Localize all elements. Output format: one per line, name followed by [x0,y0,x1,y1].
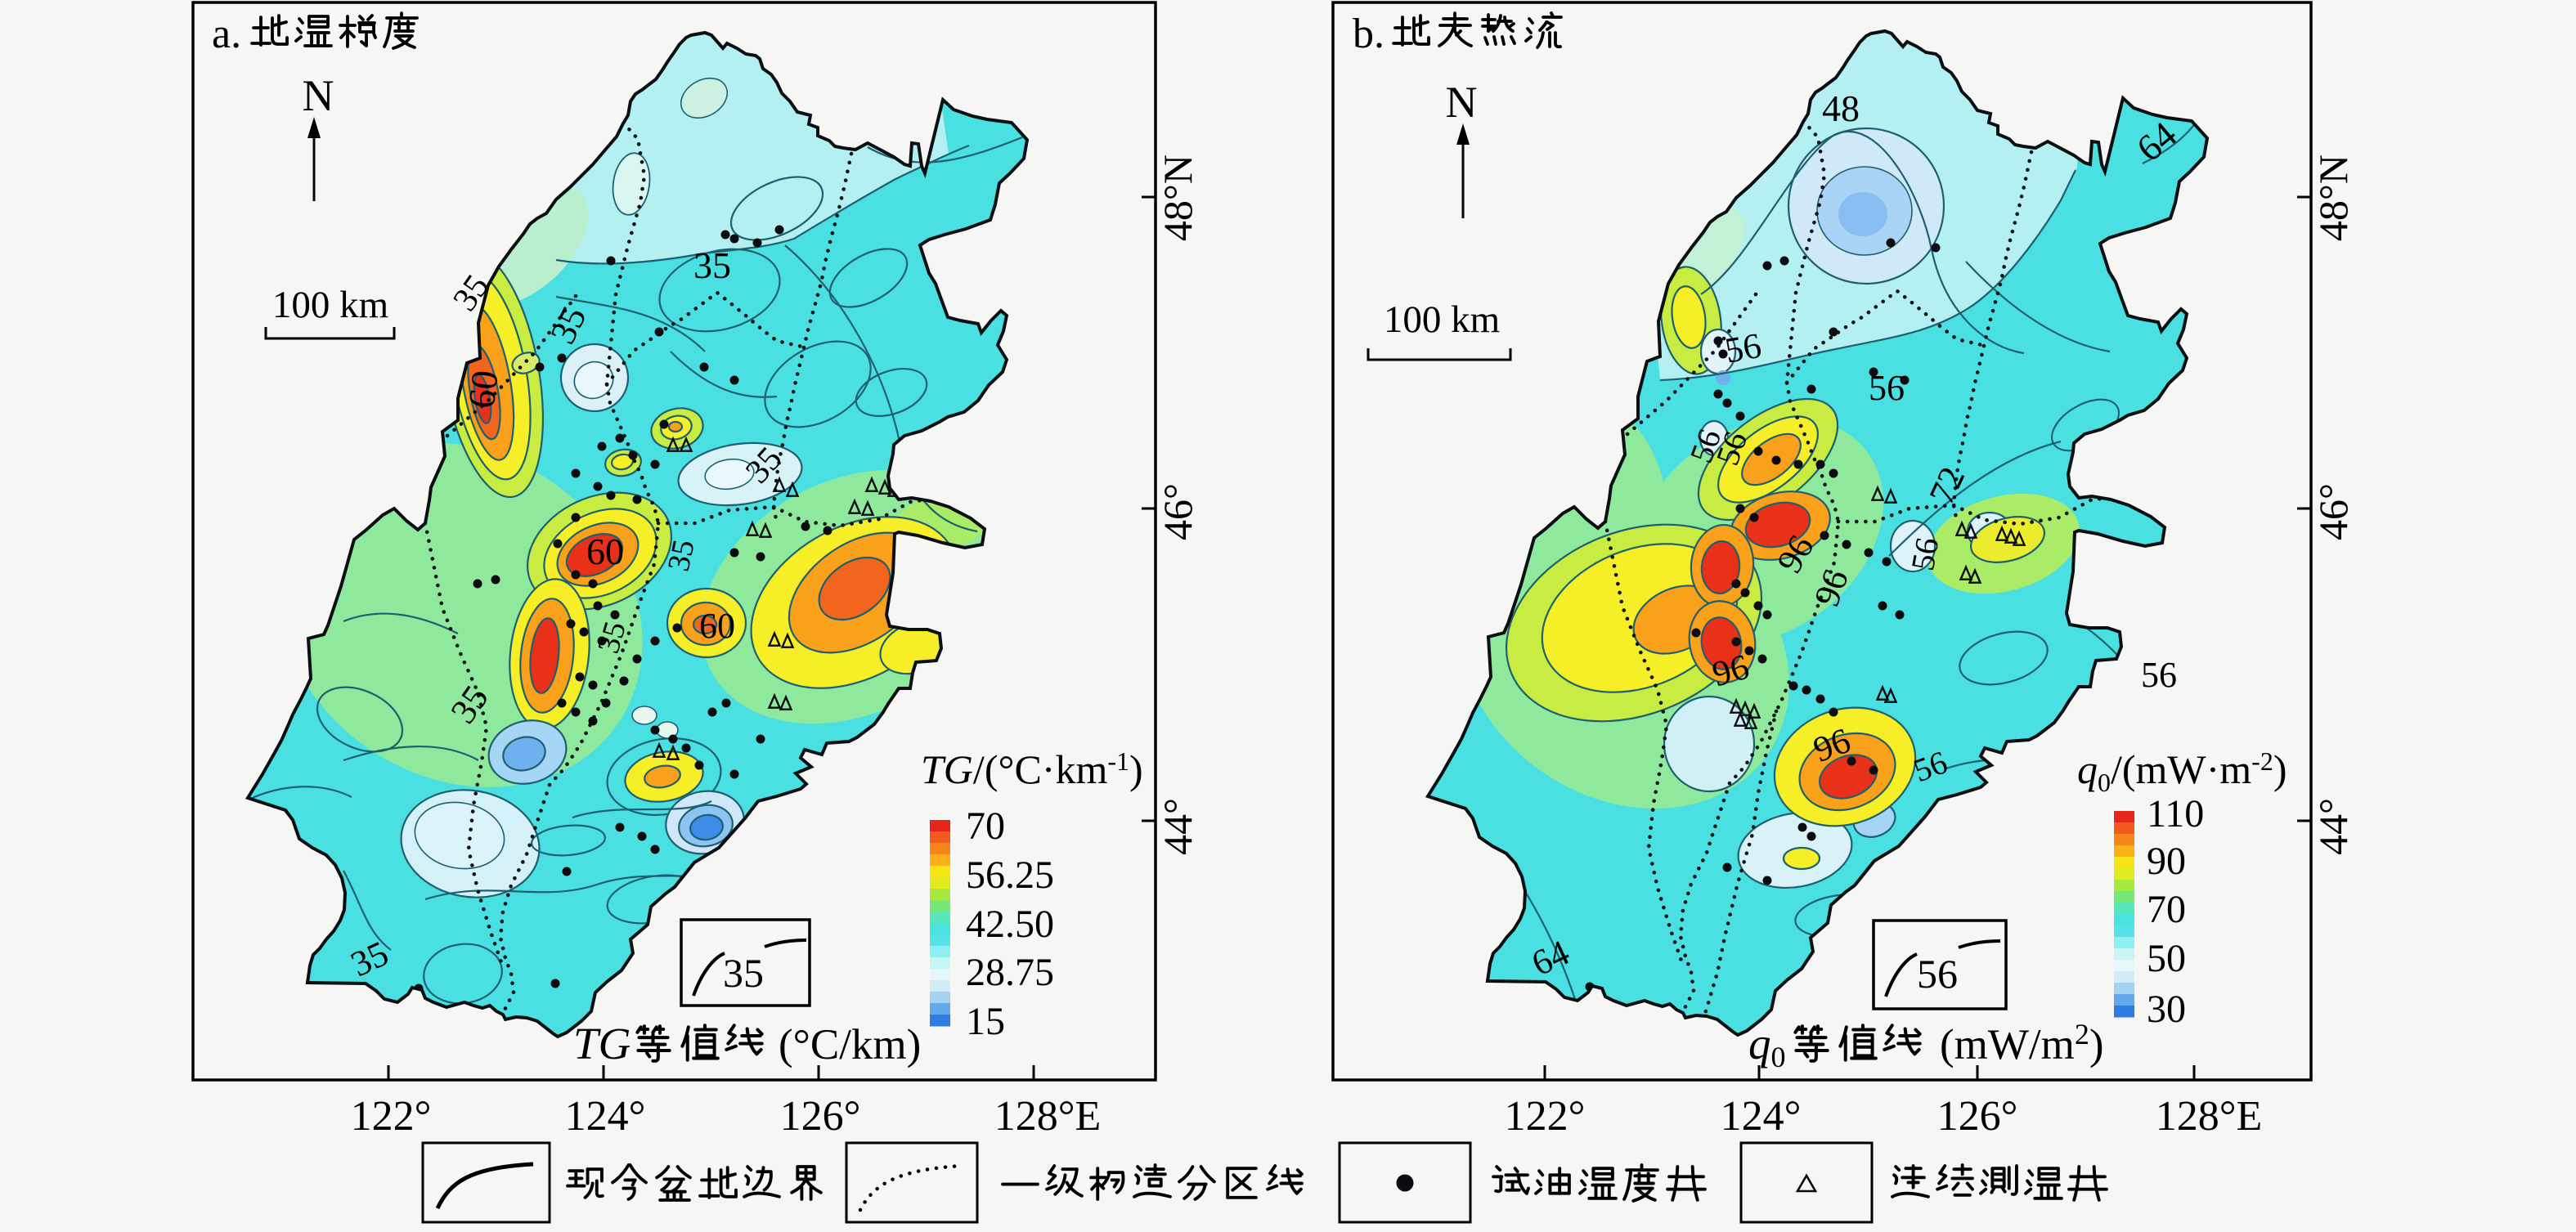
svg-text:48°N: 48°N [1155,155,1200,241]
svg-text:b.: b. [1353,11,1384,57]
svg-text:60: 60 [460,368,506,410]
svg-text:48: 48 [1822,87,1860,129]
svg-text:126°: 126° [1937,1093,2018,1140]
svg-text:56: 56 [1904,535,1945,573]
svg-text:N: N [1446,78,1478,127]
svg-text:100 km: 100 km [272,284,388,326]
svg-text:15: 15 [966,1000,1005,1043]
svg-text:56: 56 [1869,368,1905,408]
svg-text:128°E: 128°E [2156,1093,2263,1140]
svg-text:q0: q0 [1748,1019,1786,1073]
svg-text:35: 35 [693,244,731,286]
svg-text:60: 60 [699,606,735,646]
svg-text:46°: 46° [2310,483,2356,540]
svg-text:126°: 126° [780,1093,861,1140]
svg-text:60: 60 [586,531,624,572]
svg-text:56: 56 [1722,325,1765,371]
svg-text:48°N: 48°N [2310,155,2356,241]
svg-text:56: 56 [1917,951,1958,997]
svg-text:TG/(°C·km-1): TG/(°C·km-1) [921,746,1143,792]
svg-text:35: 35 [662,537,702,575]
svg-text:122°: 122° [1505,1093,1586,1140]
svg-text:TG: TG [573,1019,631,1068]
svg-text:28.75: 28.75 [966,951,1054,994]
svg-text:N: N [303,71,334,120]
svg-text:128°E: 128°E [994,1093,1102,1140]
svg-text:70: 70 [2147,888,2186,931]
svg-text:30: 30 [2147,988,2186,1031]
svg-text:56: 56 [2141,655,2177,695]
svg-text:56.25: 56.25 [966,853,1054,897]
svg-text:a.: a. [212,11,241,57]
svg-text:(°C/km): (°C/km) [779,1021,921,1068]
svg-text:110: 110 [2147,792,2204,836]
svg-text:90: 90 [2147,840,2186,883]
svg-text:46°: 46° [1155,483,1200,540]
svg-text:35: 35 [723,950,764,996]
svg-text:124°: 124° [1721,1093,1802,1140]
svg-text:q0/(mW·m-2): q0/(mW·m-2) [2077,746,2287,797]
svg-text:44°: 44° [2310,798,2356,855]
svg-text:124°: 124° [565,1093,646,1140]
svg-text:70: 70 [966,804,1005,848]
svg-text:50: 50 [2147,937,2186,980]
svg-text:100 km: 100 km [1384,298,1500,341]
svg-text:122°: 122° [351,1093,432,1140]
svg-text:42.50: 42.50 [966,903,1054,946]
svg-text:44°: 44° [1155,798,1200,855]
